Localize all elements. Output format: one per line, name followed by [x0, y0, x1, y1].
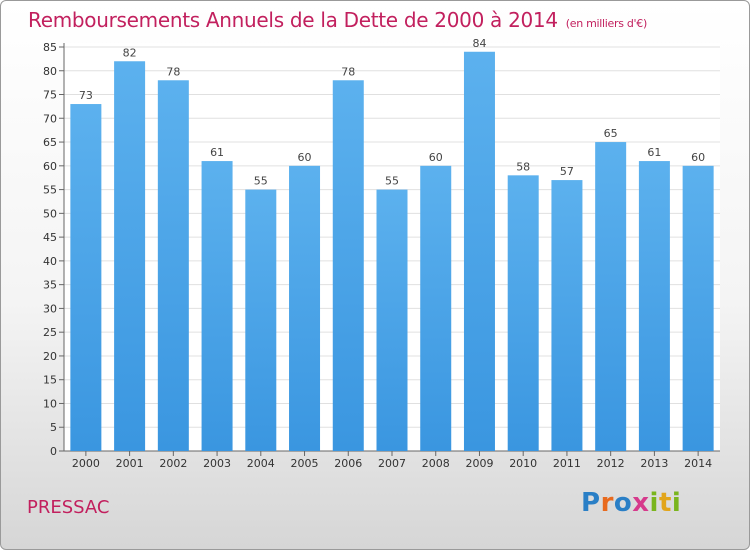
x-tick-label: 2014 — [684, 457, 712, 470]
y-tick-label: 30 — [43, 302, 57, 315]
x-tick-label: 2002 — [159, 457, 187, 470]
y-tick-label: 75 — [43, 89, 57, 102]
data-label: 78 — [341, 65, 355, 78]
data-label: 57 — [560, 165, 574, 178]
bar — [551, 180, 583, 452]
y-tick-label: 15 — [43, 374, 57, 387]
x-tick-label: 2003 — [203, 457, 231, 470]
data-label: 65 — [604, 127, 618, 140]
data-label: 55 — [254, 175, 268, 188]
bar — [114, 61, 146, 452]
bar — [70, 104, 102, 452]
x-tick-label: 2011 — [553, 457, 581, 470]
proxiti-logo: Proxiti — [581, 488, 681, 518]
data-label: 84 — [472, 37, 486, 50]
logo-letter: i — [649, 488, 659, 518]
x-tick-label: 2012 — [597, 457, 625, 470]
data-label: 60 — [429, 151, 443, 164]
y-tick-label: 40 — [43, 255, 57, 268]
data-label: 60 — [298, 151, 312, 164]
x-tick-label: 2008 — [422, 457, 450, 470]
x-tick-label: 2001 — [116, 457, 144, 470]
y-tick-label: 55 — [43, 184, 57, 197]
data-label: 78 — [166, 65, 180, 78]
x-tick-label: 2013 — [640, 457, 668, 470]
chart-title-text: Remboursements Annuels de la Dette de 20… — [28, 8, 558, 32]
town-name: PRESSAC — [27, 497, 110, 518]
y-tick-label: 0 — [50, 445, 57, 458]
logo-letter: r — [600, 488, 614, 518]
y-tick-label: 45 — [43, 231, 57, 244]
chart-subtitle: (en milliers d'€) — [565, 17, 647, 30]
y-tick-label: 70 — [43, 112, 57, 125]
bar — [201, 161, 233, 451]
logo-letter: i — [671, 488, 682, 518]
data-label: 61 — [647, 146, 661, 159]
data-label: 73 — [79, 89, 93, 102]
bar — [638, 161, 670, 451]
bar — [682, 165, 714, 451]
data-label: 55 — [385, 175, 399, 188]
x-tick-label: 2007 — [378, 457, 406, 470]
bar — [507, 175, 539, 451]
data-label: 58 — [516, 160, 530, 173]
x-tick-label: 2000 — [72, 457, 100, 470]
logo-letter: t — [658, 488, 672, 518]
y-tick-label: 10 — [43, 397, 57, 410]
x-tick-label: 2004 — [247, 457, 275, 470]
y-tick-label: 80 — [43, 65, 57, 78]
x-tick-label: 2006 — [334, 457, 362, 470]
data-label: 60 — [691, 151, 705, 164]
bar — [463, 51, 495, 452]
bar — [157, 80, 189, 451]
logo-letter: o — [613, 488, 633, 518]
y-tick-label: 65 — [43, 136, 57, 149]
y-tick-label: 5 — [50, 421, 57, 434]
bar — [420, 165, 452, 451]
bar — [289, 165, 321, 451]
y-tick-label: 85 — [43, 41, 57, 54]
y-tick-label: 20 — [43, 350, 57, 363]
bar — [245, 189, 277, 451]
logo-letter: x — [632, 488, 650, 518]
chart-title: Remboursements Annuels de la Dette de 20… — [28, 8, 647, 32]
x-tick-label: 2009 — [465, 457, 493, 470]
bar — [332, 80, 364, 451]
data-label: 61 — [210, 146, 224, 159]
logo-letter: P — [581, 488, 601, 518]
y-tick-label: 60 — [43, 160, 57, 173]
x-tick-label: 2010 — [509, 457, 537, 470]
bar — [376, 189, 408, 451]
data-label: 82 — [123, 46, 137, 59]
y-tick-label: 25 — [43, 326, 57, 339]
y-tick-label: 35 — [43, 279, 57, 292]
x-tick-label: 2005 — [291, 457, 319, 470]
y-tick-label: 50 — [43, 207, 57, 220]
bar — [595, 142, 627, 451]
